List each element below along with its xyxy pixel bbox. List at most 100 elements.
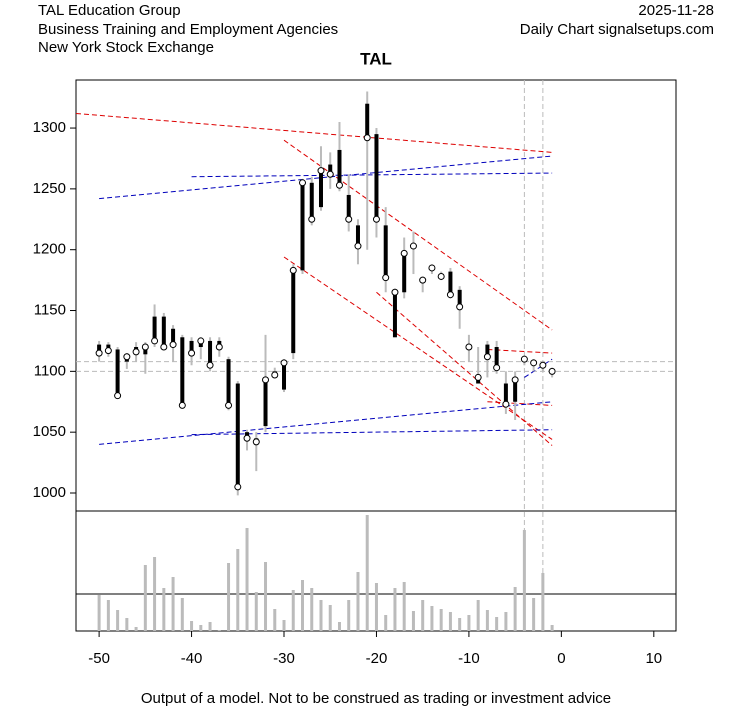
close-marker <box>169 341 177 349</box>
x-tick-label: -30 <box>273 650 295 667</box>
trend-line <box>75 112 553 153</box>
close-marker <box>391 288 399 296</box>
volume-bar <box>337 622 341 631</box>
close-marker <box>409 242 417 250</box>
volume-bar <box>134 627 138 631</box>
volume-bar <box>495 617 499 631</box>
y-tick-label: 1000 <box>33 484 66 501</box>
y-tick-label: 1300 <box>33 119 66 136</box>
volume-bar <box>402 582 406 631</box>
candle-body <box>171 328 176 345</box>
volume-bar <box>245 528 249 631</box>
volume-bar <box>365 515 369 631</box>
close-marker <box>132 348 140 356</box>
trend-line <box>487 401 553 406</box>
volume-bar <box>467 615 471 631</box>
close-marker <box>234 483 242 491</box>
volume-bar <box>439 609 443 631</box>
header-right: Daily Chart signalsetups.com <box>520 21 714 38</box>
close-marker <box>354 242 362 250</box>
close-marker <box>280 359 288 367</box>
close-marker <box>326 170 334 178</box>
volume-bar <box>347 600 351 631</box>
close-marker <box>474 373 482 381</box>
close-marker <box>151 337 159 345</box>
close-marker <box>243 434 251 442</box>
candle-body <box>152 316 157 341</box>
close-marker <box>178 401 186 409</box>
volume-bar <box>125 618 129 631</box>
candle-body <box>365 103 370 138</box>
close-marker <box>114 392 122 400</box>
candle-body <box>309 182 314 220</box>
volume-bar <box>171 577 175 631</box>
volume-bar <box>319 600 323 631</box>
trend-line <box>283 139 553 331</box>
y-tick-label: 1100 <box>34 362 66 379</box>
candle-body <box>402 253 407 293</box>
candle-body <box>143 347 148 355</box>
volume-bar <box>199 625 203 631</box>
close-marker <box>335 181 343 189</box>
volume-bar <box>504 612 508 631</box>
candle-body <box>318 170 323 208</box>
close-marker <box>511 376 519 384</box>
volume-bar <box>393 588 397 631</box>
trend-line <box>524 358 553 378</box>
close-marker <box>437 272 445 280</box>
header-left: TAL Education Group <box>38 2 181 19</box>
close-marker <box>400 249 408 257</box>
volume-bar <box>328 605 332 631</box>
close-marker <box>206 361 214 369</box>
close-marker <box>465 343 473 351</box>
candle-body <box>374 134 379 220</box>
close-marker <box>548 367 556 375</box>
close-marker <box>446 291 454 299</box>
candle-body <box>337 149 342 186</box>
volume-bar <box>532 598 536 631</box>
close-marker <box>345 215 353 223</box>
close-marker <box>530 359 538 367</box>
close-marker <box>95 349 103 357</box>
volume-bar <box>254 592 258 631</box>
candle-body <box>503 383 508 405</box>
x-tick-label: -10 <box>458 650 480 667</box>
candle-body <box>235 383 240 487</box>
header-left: Business Training and Employment Agencie… <box>38 21 338 38</box>
volume-bar <box>236 549 240 631</box>
candle-body <box>448 271 453 295</box>
x-tick-label: -20 <box>366 650 388 667</box>
volume-bar <box>291 590 295 631</box>
close-marker <box>123 353 131 361</box>
trend-line <box>191 429 553 436</box>
candle-body <box>485 344 490 357</box>
candle-body <box>346 194 351 220</box>
candle-body <box>189 340 194 354</box>
candle-body <box>392 292 397 338</box>
close-marker <box>215 343 223 351</box>
trend-line <box>191 172 553 178</box>
candle-body <box>161 316 166 348</box>
volume-bar <box>430 606 434 631</box>
candle-body <box>355 225 360 247</box>
trend-line <box>99 155 553 200</box>
candle-body <box>513 379 518 402</box>
volume-bar <box>374 583 378 631</box>
chart-title: TAL <box>360 49 392 68</box>
volume-bar <box>282 620 286 631</box>
candle-body <box>383 225 388 278</box>
x-tick-label: -50 <box>88 650 110 667</box>
candle-body <box>291 270 296 354</box>
candle-body <box>494 347 499 368</box>
volume-bar <box>143 565 147 631</box>
candle-body <box>263 379 268 427</box>
volume-bar <box>190 621 194 631</box>
volume-bar <box>513 587 517 631</box>
close-marker <box>456 303 464 311</box>
volume-bar <box>310 588 314 631</box>
candle-body <box>328 164 333 175</box>
close-marker <box>188 349 196 357</box>
y-tick-label: 1050 <box>33 423 66 440</box>
close-marker <box>372 215 380 223</box>
